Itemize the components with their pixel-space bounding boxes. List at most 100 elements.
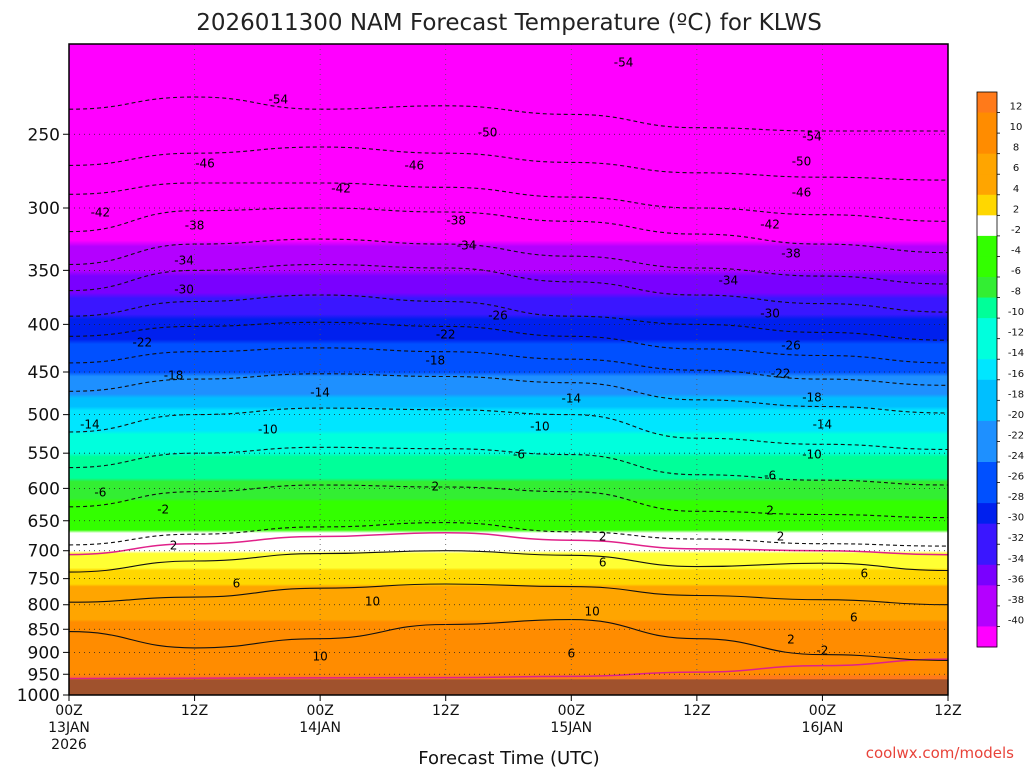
colorbar-label: -22	[1008, 430, 1024, 441]
colorbar-frame	[976, 91, 998, 648]
contour-label: -42	[760, 218, 780, 232]
colorbar-swatch	[977, 194, 997, 216]
contour-label: -54	[614, 56, 634, 70]
contour-label: -54	[802, 130, 822, 144]
colorbar-label: -24	[1008, 451, 1024, 462]
contour-label: -14	[310, 386, 330, 400]
contour-label: -42	[331, 182, 351, 196]
y-axis-ticks: 250 300 350 400 450 500 550 600 650 700 750 800 850 9…	[17, 125, 69, 706]
contour-line	[69, 96, 948, 132]
colorbar-swatch	[977, 420, 997, 442]
contour-line	[69, 619, 948, 661]
colorbar-label: 12	[1010, 102, 1023, 113]
contour-line	[69, 294, 948, 341]
contour-label: -10	[530, 420, 550, 434]
colorbar-swatch	[977, 235, 997, 257]
colorbar-swatch	[977, 379, 997, 401]
contour-label: -18	[164, 369, 184, 383]
contour-label: -18	[802, 391, 822, 405]
y-tick-label: 950	[28, 665, 60, 685]
contour-label: -22	[132, 336, 152, 350]
below-ground-mask	[69, 679, 948, 695]
credit-text: coolwx.com/models	[866, 744, 1014, 762]
colorbar-swatch	[977, 482, 997, 504]
contour-label: -14	[80, 418, 100, 432]
colorbar-label: -40	[1008, 615, 1024, 626]
contour-label: 2	[599, 530, 607, 544]
x-tick-label: 12Z	[181, 703, 208, 719]
contour-line	[69, 321, 948, 364]
colorbar-swatch	[977, 338, 997, 360]
contour-label: -50	[478, 126, 498, 140]
contour-label: -46	[792, 186, 812, 200]
contour-label: -30	[760, 307, 780, 321]
contour-label: 2	[170, 539, 178, 553]
contour-line	[69, 550, 948, 573]
contour-label: -34	[718, 274, 738, 288]
colorbar-swatch	[977, 400, 997, 422]
contour-line	[69, 238, 948, 285]
contour-line	[69, 373, 948, 414]
contour-label: -38	[781, 247, 801, 261]
contour-label: 10	[585, 605, 600, 619]
contour-label: -6	[513, 448, 525, 462]
plot-frame	[68, 43, 949, 696]
colorbar-swatch	[977, 277, 997, 299]
contour-label: 2	[787, 633, 795, 647]
y-tick-label: 650	[28, 512, 60, 532]
x-tick-label: 12Z	[934, 703, 961, 719]
colorbar-label: 4	[1013, 184, 1019, 195]
y-tick-label: 850	[28, 620, 60, 640]
x-tick-year: 2026	[51, 737, 87, 753]
colorbar-swatch	[977, 544, 997, 566]
colorbar-swatch	[977, 174, 997, 196]
contour-lines	[69, 96, 948, 661]
contour-label: 10	[312, 650, 327, 664]
colorbar-label: -6	[1011, 266, 1021, 277]
x-tick-label: 12Z	[432, 703, 459, 719]
contour-line	[69, 263, 948, 313]
y-tick-label: 1000	[17, 686, 60, 706]
colorbar-swatch	[977, 441, 997, 463]
contour-label: 10	[365, 595, 380, 609]
contour-label: -26	[488, 309, 508, 323]
contour-label: -14	[813, 418, 833, 432]
colorbar-label: -4	[1011, 245, 1021, 256]
freezing-line-lower	[69, 658, 948, 680]
colorbar-label: 10	[1010, 122, 1023, 133]
x-tick-label: 00Z	[55, 703, 82, 719]
contour-label: -38	[446, 214, 466, 228]
contour-label: 6	[599, 556, 607, 570]
contour-line	[69, 522, 948, 547]
contour-label: -46	[195, 157, 215, 171]
colorbar-label: 8	[1013, 143, 1019, 154]
contour-label: -26	[781, 339, 801, 353]
colorbar-label: -30	[1008, 513, 1024, 524]
colorbar-label: -18	[1008, 389, 1024, 400]
contour-line	[69, 207, 948, 254]
contour-label: 6	[860, 567, 868, 581]
contour-label: -18	[425, 354, 445, 368]
colorbar-swatch	[977, 564, 997, 586]
y-tick-label: 900	[28, 643, 60, 663]
colorbar-label: -34	[1008, 554, 1024, 565]
x-axis-label: Forecast Time (UTC)	[418, 748, 599, 768]
contour-label: -2	[816, 644, 828, 658]
contour-label: 2	[766, 504, 774, 518]
y-tick-label: 600	[28, 479, 60, 499]
contour-label: -10	[258, 423, 278, 437]
contour-label: 2	[431, 480, 439, 494]
colorbar-label: -26	[1008, 472, 1024, 483]
contour-line	[69, 146, 948, 181]
freezing-line-upper	[69, 531, 948, 556]
y-tick-label: 750	[28, 570, 60, 590]
y-tick-label: 700	[28, 542, 60, 562]
contour-label: 6	[567, 647, 575, 661]
contour-label: -42	[91, 206, 111, 220]
colorbar-swatch	[977, 523, 997, 545]
colorbar-swatch	[977, 462, 997, 484]
contour-label: -6	[94, 486, 106, 500]
contour-label: 6	[850, 611, 858, 625]
